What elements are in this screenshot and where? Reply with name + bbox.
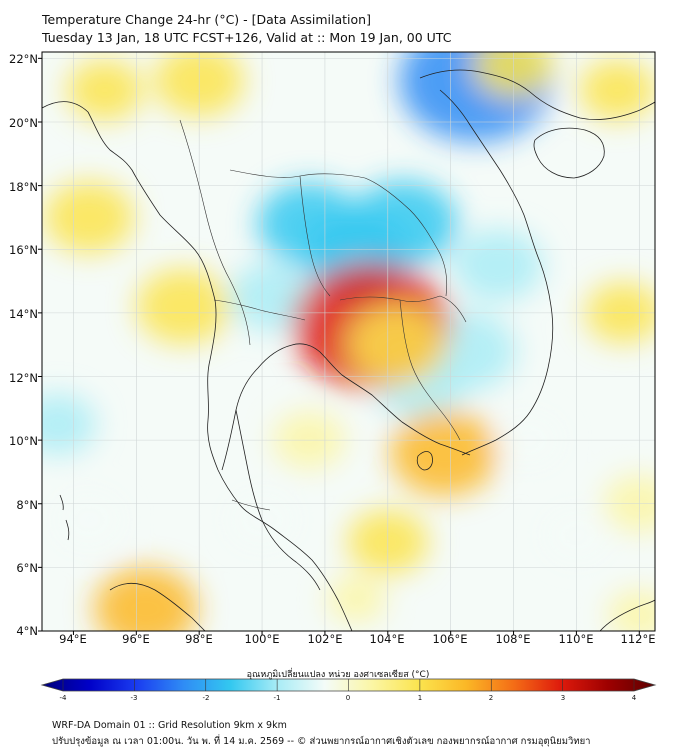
axis-ticks [38,57,640,635]
lon-label-94e: 94°E [59,632,87,646]
lat-label-18n: 18°N [9,180,38,194]
lon-label-100e: 100°E [244,632,280,646]
lat-label-20n: 20°N [9,116,38,130]
anomaly-blob [55,492,123,547]
borneo-coastline [599,599,655,631]
lon-label-96e: 96°E [122,632,150,646]
colorbar-tick-label: -1 [273,694,281,702]
gulf-coastline [221,343,471,471]
temperature-anomaly-field [42,52,655,631]
colorbar-tick-label: -4 [59,694,67,702]
anomaly-blob [607,589,655,631]
anomaly-blob [136,268,231,345]
map-title: Temperature Change 24-hr (°C) - [Data As… [42,12,371,27]
lat-label-8n: 8°N [16,498,38,512]
lat-label-6n: 6°N [16,561,38,575]
peninsula-east-coast [235,409,321,591]
anomaly-blob [44,181,135,254]
anomaly-blob [390,409,499,497]
colorbar-tick-label: 2 [488,694,494,702]
lat-label-16n: 16°N [9,243,38,257]
east-coastline [439,89,554,456]
lon-label-104e: 104°E [369,632,405,646]
tonkin-coastline [419,69,655,120]
graticule [42,52,655,631]
anomaly-blob [347,305,447,385]
lon-label-98e: 98°E [185,632,213,646]
lat-label-22n: 22°N [9,52,38,66]
lon-label-110e: 110°E [558,632,594,646]
sumatra-coastline [109,582,206,631]
national-borders [179,119,467,511]
colorbar-ticks [62,679,635,691]
anomaly-blob [327,575,386,623]
colorbar-tick-label: 0 [345,694,351,702]
colorbar-label: อุณหภูมิเปลี่ยนแปลง หน่วย องศาเซลเซียส (… [246,670,430,680]
lat-label-14n: 14°N [9,307,38,321]
colorbar-tick-label: 4 [631,694,637,702]
map-subtitle: Tuesday 13 Jan, 18 UTC FCST+126, Valid a… [42,30,452,45]
colorbar-tick-label: 3 [560,694,566,702]
anomaly-blob [228,262,315,332]
lon-label-102e: 102°E [307,632,343,646]
lon-label-112e: 112°E [620,632,656,646]
anomaly-blob [579,59,655,121]
lon-label-106e: 106°E [432,632,468,646]
coastlines-and-borders [42,69,655,631]
lat-label-4n: 4°N [16,624,38,638]
map-frame [41,51,656,632]
anomaly-blob [66,59,144,121]
west-coastline [42,101,353,631]
colorbar-tick-label: -2 [202,694,210,702]
colorbar-tick-label: -3 [130,694,138,702]
hainan-island [533,127,605,179]
anomaly-blob [42,393,96,455]
anomaly-blob [452,229,543,302]
lat-label-12n: 12°N [9,371,38,385]
footer-model-info: WRF-DA Domain 01 :: Grid Resolution 9km … [52,720,287,731]
lon-label-108e: 108°E [495,632,531,646]
phu-quoc-island [416,451,433,471]
colorbar-tick-label: 1 [417,694,423,702]
footer-credit: ปรับปรุงข้อมูล ณ เวลา 01:00น. วัน พ. ที่… [52,736,591,747]
lat-label-10n: 10°N [9,434,38,448]
anomaly-blob [94,567,198,631]
andaman-islands [59,494,70,541]
